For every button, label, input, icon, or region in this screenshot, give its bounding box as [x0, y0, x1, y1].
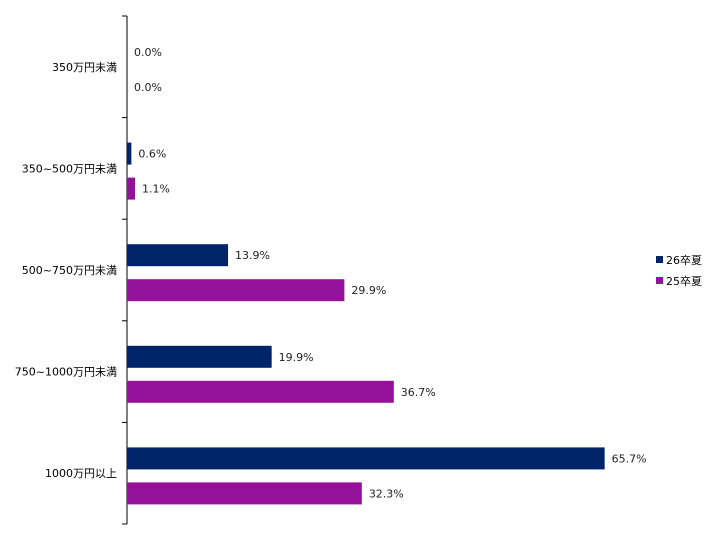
- legend: 26卒夏 25卒夏: [656, 253, 702, 288]
- legend-swatch: [656, 256, 663, 263]
- category-label: 750~1000万円未満: [15, 366, 117, 379]
- data-label: 19.9%: [279, 351, 314, 364]
- plot-area: 350万円未満 0.0% 0.0% 350~500万円未満 0.6% 1.1% 500~75…: [15, 15, 647, 525]
- bar-26-4: [127, 447, 605, 470]
- legend-swatch: [656, 277, 663, 284]
- legend-entry: 26卒夏: [666, 253, 702, 267]
- category-label: 350万円未満: [52, 61, 117, 74]
- bar-25-1: [127, 177, 135, 200]
- legend-entry: 25卒夏: [666, 274, 702, 288]
- bar-25-2: [127, 279, 345, 302]
- data-label: 65.7%: [612, 452, 647, 465]
- data-label: 1.1%: [142, 183, 170, 196]
- bar-26-1: [127, 142, 132, 165]
- data-label: 0.6%: [138, 148, 166, 161]
- category-label: 1000万円以上: [45, 467, 117, 480]
- category-label: 500~750万円未満: [22, 264, 117, 277]
- data-label: 29.9%: [351, 284, 386, 297]
- data-label: 36.7%: [401, 386, 436, 399]
- category-label: 350~500万円未満: [22, 162, 117, 175]
- bar-26-2: [127, 244, 229, 267]
- bar-26-3: [127, 345, 272, 368]
- data-label: 13.9%: [235, 249, 270, 262]
- bar-25-3: [127, 380, 394, 403]
- bar-25-4: [127, 482, 362, 505]
- data-label: 0.0%: [134, 81, 162, 94]
- data-label: 32.3%: [369, 487, 404, 500]
- data-label: 0.0%: [134, 46, 162, 59]
